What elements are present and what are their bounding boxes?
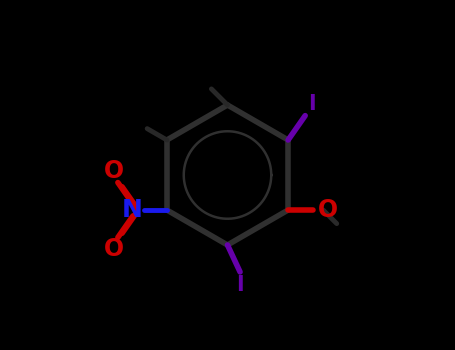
Text: I: I	[308, 94, 316, 114]
Text: N: N	[121, 198, 142, 222]
Text: O: O	[104, 237, 124, 261]
Text: I: I	[236, 275, 244, 295]
Text: O: O	[318, 198, 338, 222]
Text: O: O	[104, 159, 124, 183]
